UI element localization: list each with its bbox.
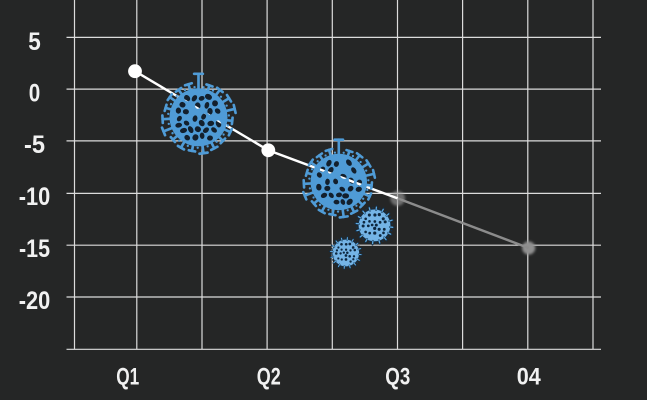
- svg-text:04: 04: [517, 363, 542, 390]
- svg-text:-5: -5: [24, 131, 45, 159]
- svg-text:-15: -15: [19, 235, 50, 263]
- svg-text:-10: -10: [19, 183, 51, 211]
- svg-text:Q3: Q3: [385, 363, 410, 390]
- svg-text:Q1: Q1: [116, 363, 139, 390]
- svg-text:-20: -20: [19, 287, 51, 315]
- svg-text:Q2: Q2: [257, 363, 281, 390]
- svg-text:5: 5: [28, 28, 41, 56]
- svg-text:0: 0: [29, 80, 41, 108]
